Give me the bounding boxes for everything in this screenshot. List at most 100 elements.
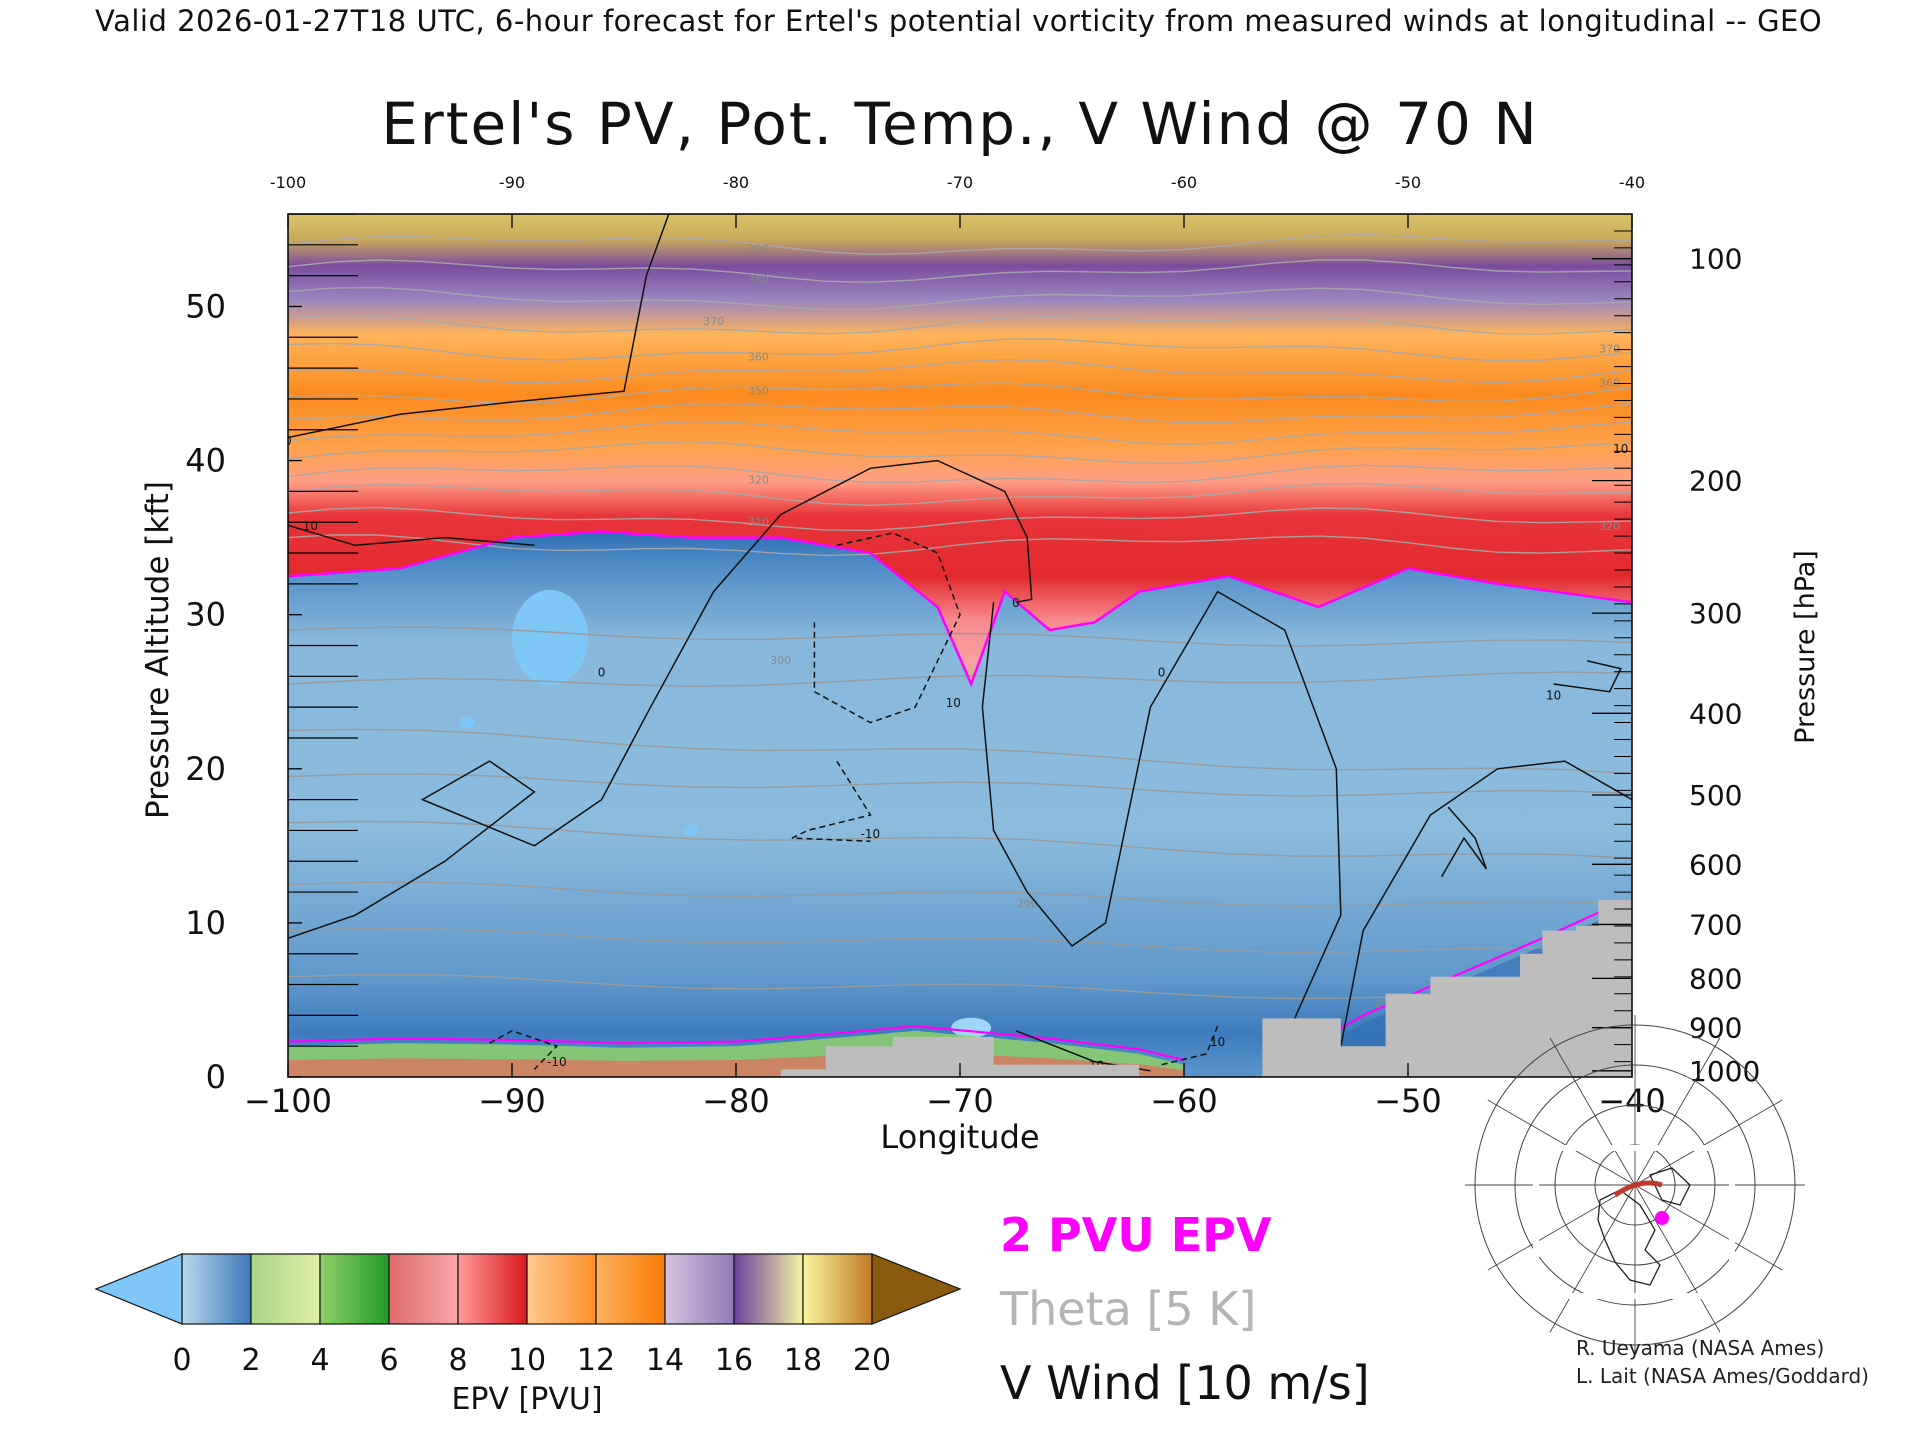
x-tick-label-top: -50	[1395, 173, 1421, 192]
inset-meridian	[1549, 1037, 1636, 1186]
theta-contour	[288, 534, 1632, 557]
v-wind-negative-contour	[813, 532, 961, 724]
pressure-tick-label: 300	[1689, 597, 1742, 630]
x-tick-label-top: -90	[499, 173, 525, 192]
location-inset-map	[1465, 1015, 1805, 1355]
figure-supertitle: Valid 2026-01-27T18 UTC, 6-hour forecast…	[95, 4, 1823, 38]
x-tick-label-top: -40	[1619, 173, 1645, 192]
pressure-tick-label: 100	[1689, 243, 1742, 276]
y-tick-label: 40	[185, 442, 226, 480]
chart-title: Ertel's PV, Pot. Temp., V Wind @ 70 N	[381, 90, 1539, 158]
x-tick-label: −100	[244, 1082, 332, 1120]
theta-contour	[288, 403, 1632, 424]
theta-contour	[288, 820, 1632, 859]
v-wind-negative-contour	[1161, 1025, 1219, 1066]
y-tick-label: 50	[185, 287, 226, 325]
v-wind-contour	[288, 214, 670, 439]
v-wind-contour-label: 10	[1613, 442, 1628, 456]
inset-meridian	[1549, 1184, 1636, 1333]
theta-contour	[288, 927, 1632, 954]
pressure-tick-label: 700	[1689, 908, 1742, 941]
theta-contour-label: 360	[748, 350, 769, 363]
pressure-tick-label: 1000	[1689, 1055, 1760, 1088]
v-wind-contour-label: 0	[598, 665, 606, 679]
v-wind-contour-label: 0	[1158, 665, 1166, 679]
theta-contour	[288, 506, 1632, 532]
colorbar-bin	[526, 1253, 597, 1325]
negative-pv-patch	[684, 824, 699, 837]
colorbar-tick-label: 10	[508, 1343, 546, 1378]
colorbar-bin	[802, 1253, 873, 1325]
inset-coastline	[1597, 1189, 1661, 1286]
theta-contour	[288, 671, 1632, 687]
theta-contour	[288, 382, 1632, 405]
inset-location-marker	[1655, 1211, 1669, 1225]
colorbar-bin	[664, 1253, 735, 1325]
theta-contour	[288, 626, 1632, 647]
theta-contour-label: 370	[703, 315, 724, 328]
theta-contour-label: 320	[748, 474, 769, 487]
v-wind-negative-contour	[791, 760, 872, 842]
theta-contour-label: 300	[770, 654, 791, 667]
negative-pv-patch	[459, 716, 476, 729]
theta-contour	[288, 338, 1632, 362]
colorbar-tick-label: 12	[577, 1343, 615, 1378]
colorbar-over-arrow	[871, 1253, 962, 1325]
v-wind-contour	[981, 590, 1342, 1047]
pv-2pvu-tropopause-line	[288, 530, 1632, 688]
colorbar-under-arrow	[94, 1253, 183, 1325]
inset-meridian	[1634, 1184, 1783, 1271]
v-wind-contour	[288, 459, 1033, 940]
theta-contour	[288, 482, 1632, 507]
v-wind-contour-label: -10	[861, 827, 881, 841]
theta-contour-label: 350	[748, 384, 769, 397]
inset-meridian	[1634, 1037, 1721, 1186]
v-wind-contour	[1440, 806, 1488, 878]
pressure-tick-label: 500	[1689, 779, 1742, 812]
theta-contour-label: 380	[748, 273, 769, 286]
colorbar-bin	[319, 1253, 390, 1325]
v-wind-contour-label: 10	[1546, 688, 1561, 702]
y-tick-label: 20	[185, 750, 226, 788]
v-wind-contour-label: 0	[284, 434, 292, 448]
x-tick-label-top: -80	[723, 173, 749, 192]
v-wind-contour	[288, 524, 535, 547]
colorbar-tick-label: 4	[310, 1343, 329, 1378]
x-tick-label-top: -60	[1171, 173, 1197, 192]
inset-meridian	[1634, 1099, 1783, 1186]
legend-v-wind: V Wind [10 m/s]	[1000, 1356, 1370, 1410]
colorbar-tick-label: 8	[448, 1343, 467, 1378]
colorbar-bin	[388, 1253, 459, 1325]
credit-line-1: R. Ueyama (NASA Ames)	[1576, 1336, 1825, 1360]
colorbar-tick-label: 16	[715, 1343, 753, 1378]
theta-contour	[288, 314, 1632, 335]
theta-contour	[288, 233, 1632, 256]
v-wind-contour-label: 10	[946, 696, 961, 710]
colorbar-bin	[181, 1253, 252, 1325]
pressure-tick-label: 800	[1689, 962, 1742, 995]
terrain-mask	[780, 899, 1632, 1077]
y-tick-label: 0	[206, 1058, 226, 1096]
inset-meridian	[1487, 1184, 1636, 1271]
colorbar-label: EPV [PVU]	[451, 1382, 602, 1417]
colorbar-bin	[457, 1253, 528, 1325]
credit-line-2: L. Lait (NASA Ames/Goddard)	[1576, 1364, 1869, 1388]
colorbar-tick-label: 6	[379, 1343, 398, 1378]
y-axis-label-left: Pressure Altitude [kft]	[140, 481, 176, 819]
inset-meridian	[1487, 1099, 1636, 1186]
pressure-tick-label: 400	[1689, 697, 1742, 730]
x-axis-label: Longitude	[880, 1118, 1039, 1156]
y-axis-label-right: Pressure [hPa]	[1790, 550, 1821, 744]
x-tick-label: −50	[1374, 1082, 1442, 1120]
colorbar-tick-label: 0	[172, 1343, 191, 1378]
colorbar-tick-label: 18	[784, 1343, 822, 1378]
x-tick-label-top: -70	[947, 173, 973, 192]
colorbar-tick-label: 2	[241, 1343, 260, 1378]
theta-contour	[288, 881, 1632, 907]
epv-troposphere-field	[288, 531, 1632, 1077]
v-wind-contour	[1340, 760, 1632, 1047]
theta-contour-label: 360	[1599, 377, 1620, 390]
x-tick-label: −80	[702, 1082, 770, 1120]
theta-contour	[288, 259, 1632, 284]
v-wind-contour-label: 10	[1210, 1035, 1225, 1049]
